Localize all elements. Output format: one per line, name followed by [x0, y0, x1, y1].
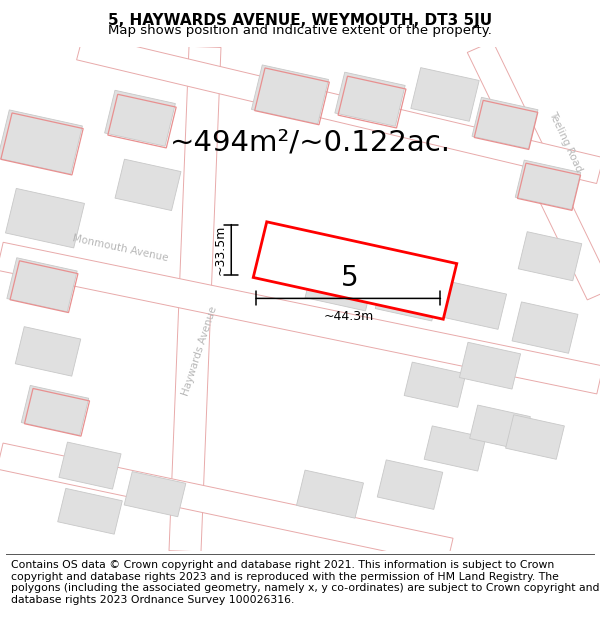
Polygon shape — [21, 386, 89, 436]
Polygon shape — [0, 443, 453, 564]
Text: Haywards Avenue: Haywards Avenue — [181, 306, 219, 398]
Polygon shape — [15, 327, 81, 376]
Polygon shape — [515, 160, 581, 209]
Polygon shape — [377, 460, 443, 509]
Polygon shape — [411, 68, 479, 121]
Text: 5: 5 — [341, 264, 359, 292]
Polygon shape — [124, 472, 186, 517]
Polygon shape — [305, 259, 375, 311]
Text: ~44.3m: ~44.3m — [323, 310, 373, 323]
Polygon shape — [472, 98, 538, 149]
Polygon shape — [58, 488, 122, 534]
Polygon shape — [253, 222, 457, 319]
Polygon shape — [460, 342, 521, 389]
Polygon shape — [443, 282, 506, 329]
Polygon shape — [424, 426, 486, 471]
Polygon shape — [375, 271, 441, 321]
Polygon shape — [104, 90, 175, 146]
Polygon shape — [335, 72, 405, 126]
Polygon shape — [251, 65, 329, 124]
Polygon shape — [404, 362, 466, 408]
Polygon shape — [169, 46, 221, 552]
Polygon shape — [0, 110, 82, 174]
Text: 5, HAYWARDS AVENUE, WEYMOUTH, DT3 5JU: 5, HAYWARDS AVENUE, WEYMOUTH, DT3 5JU — [108, 13, 492, 28]
Polygon shape — [296, 470, 364, 518]
Polygon shape — [470, 405, 530, 450]
Polygon shape — [467, 41, 600, 300]
Polygon shape — [5, 188, 85, 248]
Polygon shape — [506, 415, 565, 459]
Text: Teeling Road: Teeling Road — [547, 110, 583, 174]
Text: ~33.5m: ~33.5m — [213, 224, 226, 275]
Polygon shape — [115, 159, 181, 211]
Polygon shape — [0, 242, 600, 394]
Text: Map shows position and indicative extent of the property.: Map shows position and indicative extent… — [108, 24, 492, 36]
Polygon shape — [59, 442, 121, 489]
Text: Contains OS data © Crown copyright and database right 2021. This information is : Contains OS data © Crown copyright and d… — [11, 560, 599, 605]
Polygon shape — [512, 302, 578, 353]
Polygon shape — [518, 232, 582, 281]
Polygon shape — [7, 258, 77, 312]
Polygon shape — [77, 34, 600, 184]
Text: ~494m²/~0.122ac.: ~494m²/~0.122ac. — [170, 128, 451, 156]
Text: Monmouth Avenue: Monmouth Avenue — [71, 234, 169, 264]
